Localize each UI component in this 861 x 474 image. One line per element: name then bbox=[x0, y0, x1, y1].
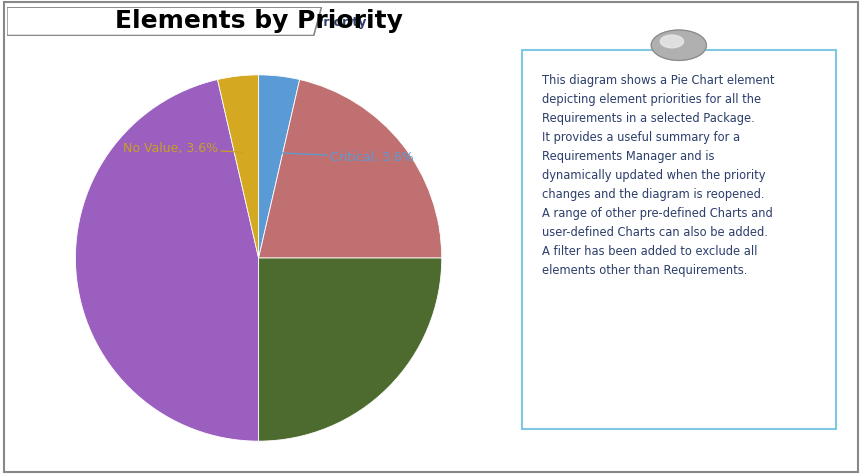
Text: High, 21.4%: High, 21.4% bbox=[345, 194, 439, 231]
Polygon shape bbox=[7, 7, 321, 36]
Title: Elements by Priority: Elements by Priority bbox=[115, 9, 402, 33]
Text: This diagram shows a Pie Chart element
depicting element priorities for all the
: This diagram shows a Pie Chart element d… bbox=[542, 74, 773, 277]
Wedge shape bbox=[258, 80, 441, 258]
Wedge shape bbox=[258, 75, 300, 258]
Wedge shape bbox=[217, 75, 258, 258]
Text: Medium, 46.4%: Medium, 46.4% bbox=[77, 261, 176, 273]
Wedge shape bbox=[258, 258, 441, 441]
Text: dash Functional Requirements Dashboard Priority: dash Functional Requirements Dashboard P… bbox=[16, 16, 366, 29]
FancyBboxPatch shape bbox=[521, 50, 835, 429]
Text: No Value, 3.6%: No Value, 3.6% bbox=[123, 142, 242, 155]
Text: Critical, 3.6%: Critical, 3.6% bbox=[275, 151, 413, 164]
Wedge shape bbox=[76, 80, 258, 441]
Text: Low, 25.0%: Low, 25.0% bbox=[299, 337, 371, 392]
